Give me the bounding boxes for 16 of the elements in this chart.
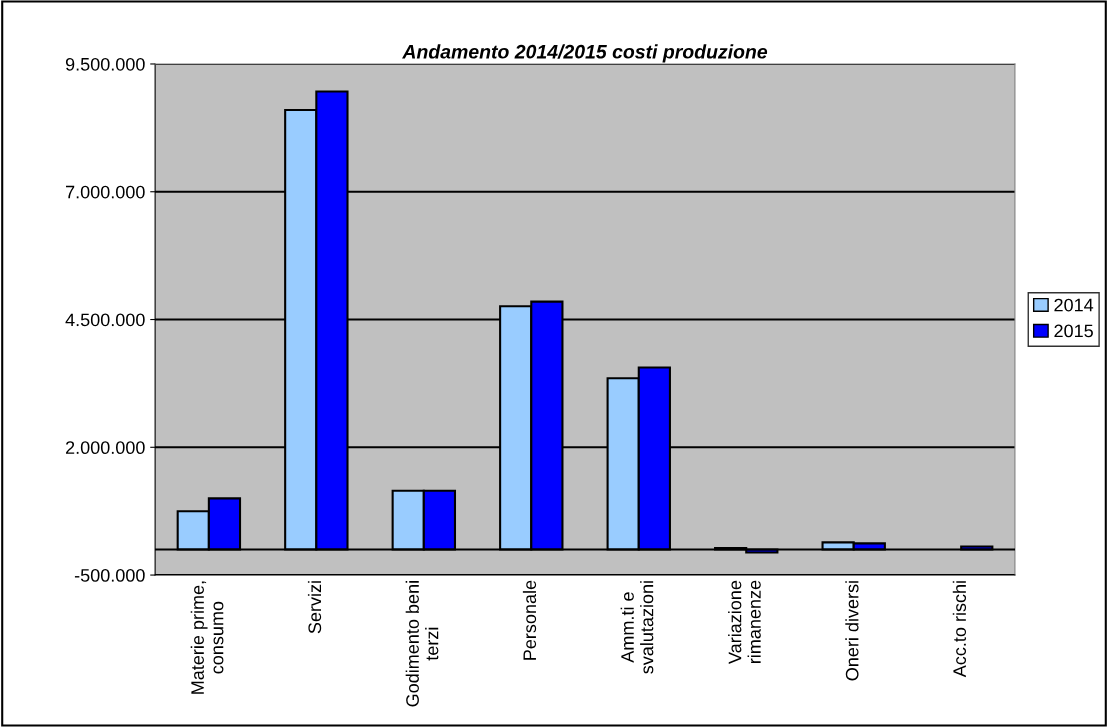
y-tick-label: 2.000.000	[65, 441, 145, 455]
x-tick-label: Godimento beni terzi	[405, 581, 439, 707]
y-tick-label: 9.500.000	[65, 57, 145, 71]
x-tick-label: Personale	[522, 580, 537, 660]
x-tick-label: Amm.ti e svalutazioni	[620, 581, 654, 674]
x-tick-label: Variazione rimanenze	[728, 580, 761, 664]
y-tick-label: 7.000.000	[66, 185, 145, 199]
chart-title: Andamento 2014/2015 costi produzione	[402, 44, 768, 63]
y-tick-label: -500.000	[74, 568, 145, 582]
y-tick-label: 4.500.000	[65, 313, 145, 327]
x-tick-label: Oneri diversi	[845, 581, 859, 681]
x-tick-label: Materie prime, consumo	[190, 581, 224, 694]
legend-label: 2014	[1054, 298, 1094, 312]
legend-label: 2015	[1054, 324, 1093, 338]
x-tick-label: Servizi	[307, 581, 322, 634]
x-tick-label: Acc.to rischi	[952, 581, 967, 678]
